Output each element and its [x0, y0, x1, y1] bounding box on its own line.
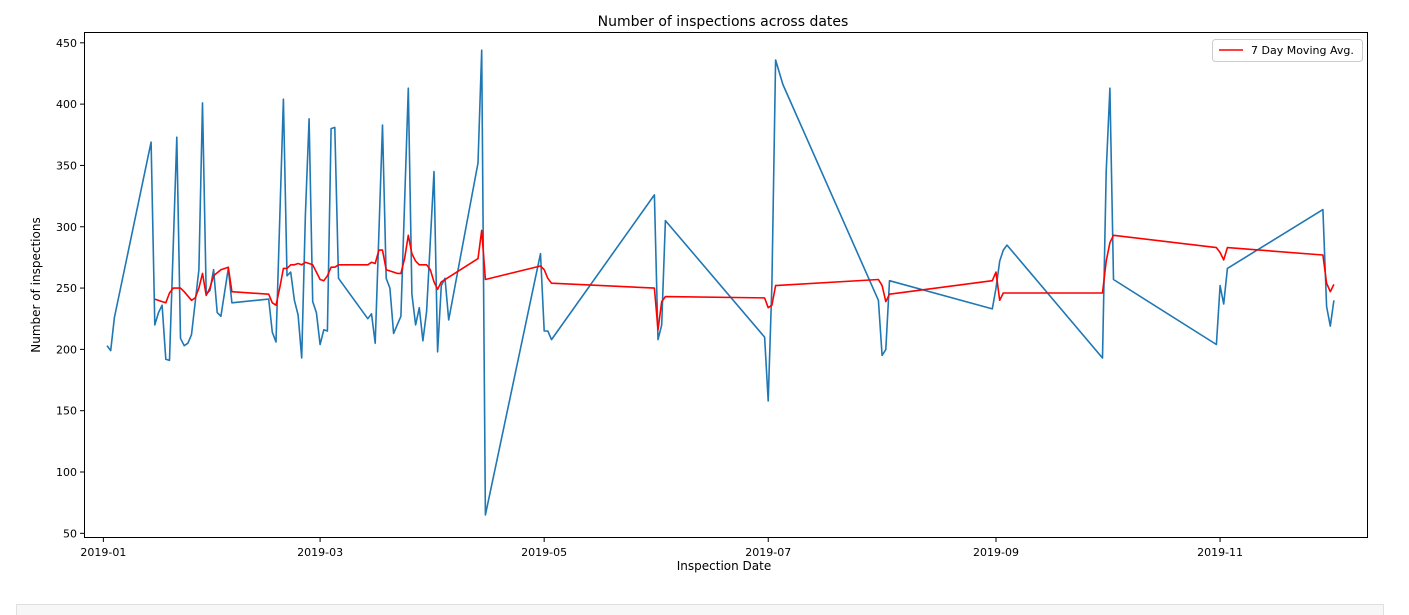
chart-title: Number of inspections across dates [598, 14, 849, 30]
y-tick-label: 150 [56, 405, 77, 418]
plot-frame [84, 32, 1368, 538]
legend-label: 7 Day Moving Avg. [1251, 44, 1354, 57]
series-layer [106, 49, 1335, 516]
y-tick-label: 350 [56, 159, 77, 172]
x-tick-label: 2019-07 [745, 546, 791, 559]
x-tick-label: 2019-11 [1197, 546, 1243, 559]
x-axis: 2019-01 2019-03 2019-05 2019-07 2019-09 2019-… [80, 537, 1243, 559]
y-tick-label: 250 [56, 282, 77, 295]
y-axis-title: Number of inspections [29, 217, 43, 352]
y-tick-label: 50 [63, 527, 77, 540]
y-tick-label: 300 [56, 221, 77, 234]
y-tick-label: 400 [56, 98, 77, 111]
x-tick-label: 2019-05 [521, 546, 567, 559]
y-tick-label: 100 [56, 466, 77, 479]
x-tick-label: 2019-03 [297, 546, 343, 559]
y-tick-label: 200 [56, 343, 77, 356]
legend: 7 Day Moving Avg. [1212, 39, 1363, 62]
next-cell-strip [16, 604, 1384, 615]
y-axis: 50 100 150 200 250 300 350 400 450 [56, 37, 85, 540]
x-tick-label: 2019-09 [973, 546, 1019, 559]
y-tick-label: 450 [56, 37, 77, 50]
legend-box [1212, 39, 1363, 62]
x-tick-label: 2019-01 [80, 546, 126, 559]
x-axis-title: Inspection Date [677, 559, 771, 573]
line-chart: Number of inspections across dates 50 100… [29, 14, 1368, 573]
series-moving-avg-line [154, 229, 1335, 331]
